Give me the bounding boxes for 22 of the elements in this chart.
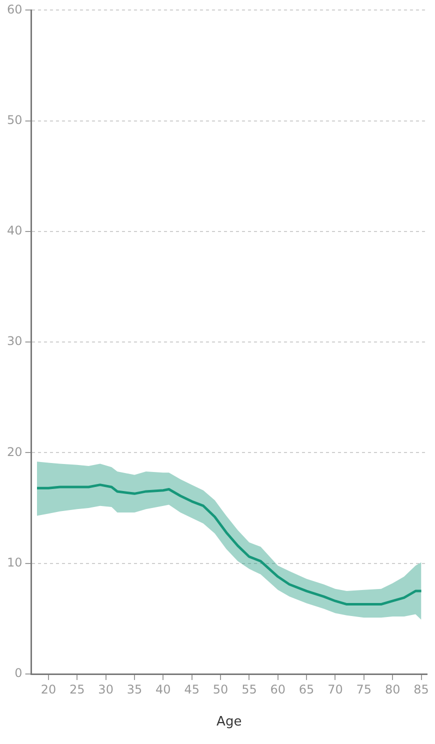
x-tick-label: 40 xyxy=(156,682,171,696)
y-tick-label: 50 xyxy=(6,112,22,127)
x-axis-title: Age xyxy=(216,714,242,730)
x-tick-label: 45 xyxy=(184,682,200,696)
x-tick-label: 30 xyxy=(98,682,114,696)
y-tick-label: 40 xyxy=(6,224,22,238)
x-tick-label: 55 xyxy=(242,682,257,696)
x-tick-label: 25 xyxy=(70,682,85,696)
x-tick-label: 20 xyxy=(40,682,56,696)
x-tick-label: 65 xyxy=(298,682,314,696)
x-tick-label: 75 xyxy=(356,682,372,696)
x-tick-label: 60 xyxy=(270,682,286,696)
x-tick-label: 85 xyxy=(414,682,429,696)
y-tick-label: 10 xyxy=(6,555,22,570)
y-tick-label: 30 xyxy=(6,334,22,348)
y-tick-label: 20 xyxy=(6,444,22,459)
y-tick-label: 0 xyxy=(14,666,22,680)
x-tick-label: 35 xyxy=(126,682,142,696)
y-tick-label: 60 xyxy=(6,2,22,16)
x-tick-label: 80 xyxy=(384,682,400,696)
x-tick-label: 70 xyxy=(328,682,343,696)
x-tick-label: 50 xyxy=(212,682,228,696)
